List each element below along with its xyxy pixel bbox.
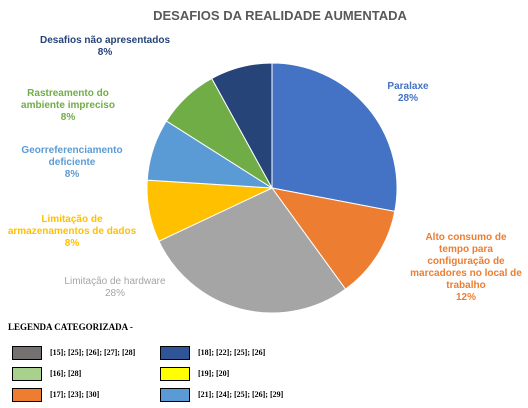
legend-swatch xyxy=(160,346,190,360)
pie-slice xyxy=(211,62,273,189)
legend-swatch xyxy=(160,367,190,381)
slice-value: 8% xyxy=(64,169,80,180)
legend-label: [21]; [24]; [25]; [26]; [29] xyxy=(198,390,284,399)
slice-value: 8% xyxy=(64,238,80,249)
chart-title: DESAFIOS DA REALIDADE AUMENTADA xyxy=(153,8,407,23)
pie-slice xyxy=(158,187,347,314)
legend-title: LEGENDA CATEGORIZADA - xyxy=(8,322,133,332)
slice-name: Paralaxe xyxy=(387,81,429,92)
slice-label: Rastreamento do ambiente impreciso 8% xyxy=(8,88,128,124)
slice-label: Limitação de armazenamentos de dados 8% xyxy=(7,214,137,250)
legend-label: [15]; [25]; [26]; [27]; [28] xyxy=(50,348,136,357)
legend-swatch xyxy=(12,367,42,381)
slice-label: Limitação de hardware 28% xyxy=(45,276,185,300)
slice-name: Georreferenciamento deficiente xyxy=(21,145,123,168)
legend-swatch xyxy=(12,388,42,402)
legend-label: [16]; [28] xyxy=(50,369,82,378)
slice-label: Alto consumo de tempo para configuração … xyxy=(410,232,522,304)
legend-swatch xyxy=(160,388,190,402)
slice-label: Desafios não apresentados 8% xyxy=(35,35,175,59)
legend-label: [19]; [20] xyxy=(198,369,230,378)
slice-value: 28% xyxy=(104,288,125,299)
slice-name: Desafios não apresentados xyxy=(39,35,171,46)
pie-slice xyxy=(270,187,396,290)
slice-value: 8% xyxy=(60,112,76,123)
slice-label: Georreferenciamento deficiente 8% xyxy=(12,145,132,181)
slice-value: 28% xyxy=(397,93,418,104)
slice-name: Rastreamento do ambiente impreciso xyxy=(21,88,115,111)
slice-name: Limitação de armazenamentos de dados xyxy=(7,214,137,237)
slice-value: 8% xyxy=(97,47,113,58)
legend-swatch xyxy=(12,346,42,360)
slice-name: Alto consumo de tempo para configuração … xyxy=(410,232,522,291)
slice-label: Paralaxe 28% xyxy=(363,81,453,105)
legend-label: [18]; [22]; [25]; [26] xyxy=(198,348,266,357)
legend-label: [17]; [23]; [30] xyxy=(50,390,100,399)
slice-value: 12% xyxy=(455,292,476,303)
slice-name: Limitação de hardware xyxy=(64,276,166,287)
pie-slice xyxy=(271,62,398,213)
